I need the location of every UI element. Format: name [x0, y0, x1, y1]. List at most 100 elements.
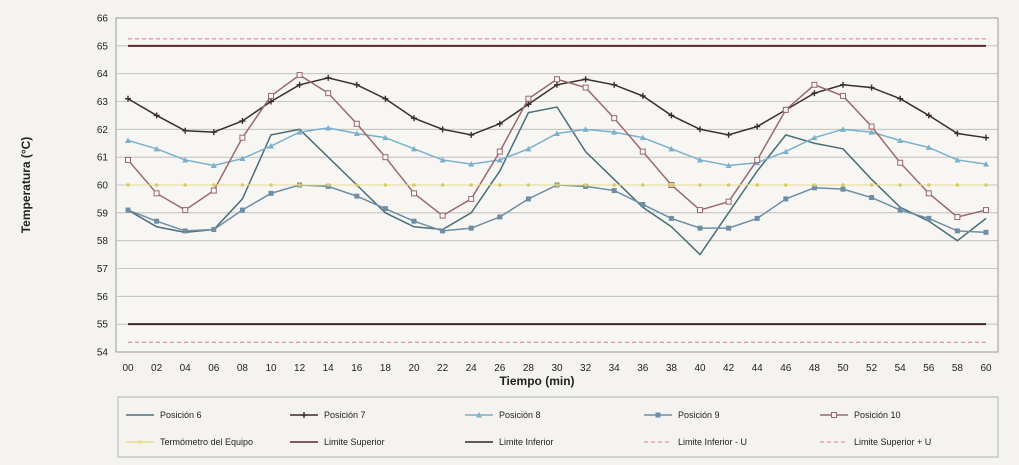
data-point	[526, 183, 531, 187]
x-tick-label: 42	[723, 363, 735, 374]
data-point	[812, 183, 817, 187]
data-point	[154, 183, 159, 187]
data-point	[697, 156, 703, 163]
data-point	[154, 218, 160, 224]
series-layer	[125, 38, 989, 343]
data-point	[468, 195, 475, 202]
legend-label: Posición 10	[854, 410, 901, 420]
legend-item: Posición 7	[290, 410, 366, 420]
data-point	[582, 84, 589, 91]
x-tick-label: 36	[637, 363, 649, 374]
data-point	[641, 183, 645, 187]
data-point	[268, 143, 274, 149]
legend-label: Posición 6	[160, 410, 202, 420]
legend-item: Posición 6	[126, 410, 202, 420]
y-tick-labels: 54 55 56 57 58 59 60 61 62 63 64 65 66	[97, 14, 109, 359]
data-point	[639, 134, 646, 141]
x-tick-label: 50	[837, 363, 849, 374]
data-point	[811, 185, 817, 191]
data-point	[354, 193, 360, 199]
x-tick-label: 16	[351, 363, 363, 374]
data-point	[496, 148, 503, 155]
legend-item: Limite Superior	[290, 437, 385, 447]
y-tick-label: 57	[97, 264, 109, 275]
y-tick-label: 62	[97, 125, 109, 136]
data-point	[296, 72, 303, 79]
data-point	[268, 92, 274, 99]
legend-label: Limite Inferior - U	[678, 437, 747, 447]
data-point	[439, 212, 446, 219]
data-point	[210, 162, 217, 169]
x-tick-label: 30	[551, 363, 563, 374]
data-point	[668, 145, 675, 152]
data-point	[125, 207, 131, 213]
data-point	[639, 148, 646, 155]
series-line	[127, 106, 987, 256]
legend-item: Posición 9	[644, 410, 720, 420]
data-point	[868, 129, 875, 135]
data-point	[239, 155, 246, 162]
data-point	[868, 123, 875, 130]
x-tick-label: 18	[380, 363, 392, 374]
x-tick-label: 24	[466, 363, 478, 374]
data-point	[325, 90, 332, 97]
y-tick-label: 54	[97, 348, 109, 359]
x-tick-label: 38	[666, 363, 678, 374]
data-point	[782, 148, 789, 155]
data-point	[126, 183, 130, 187]
data-point	[296, 129, 303, 135]
data-point	[925, 144, 932, 150]
data-point	[153, 145, 160, 152]
x-tick-label: 44	[752, 363, 764, 374]
data-point	[212, 183, 216, 187]
x-tick-label: 02	[151, 363, 163, 374]
legend-marker	[476, 412, 482, 418]
legend-item: Termómetro del Equipo	[126, 437, 253, 447]
series-posici-n-10	[125, 72, 989, 221]
data-point	[240, 183, 245, 187]
data-point	[582, 126, 589, 132]
data-point	[611, 115, 618, 122]
data-point	[353, 120, 360, 127]
data-point	[182, 207, 189, 214]
data-point	[954, 156, 961, 163]
y-tick-label: 64	[97, 69, 109, 80]
data-point	[411, 145, 417, 152]
data-point	[383, 183, 388, 187]
x-tick-label: 32	[580, 363, 592, 374]
legend-item: Limite Superior + U	[820, 437, 931, 447]
y-tick-label: 58	[97, 236, 109, 247]
x-tick-label: 20	[408, 363, 420, 374]
data-point	[382, 134, 389, 141]
y-tick-label: 61	[97, 153, 109, 164]
data-point	[898, 183, 902, 187]
data-point	[525, 196, 531, 202]
data-point	[355, 183, 359, 187]
data-point	[755, 183, 759, 187]
data-point	[841, 183, 845, 187]
x-tick-label: 48	[809, 363, 821, 374]
data-point	[840, 126, 846, 132]
x-axis-title: Tiempo (min)	[499, 374, 574, 388]
data-point	[382, 206, 388, 212]
legend-item: Limite Inferior - U	[644, 437, 747, 447]
data-point	[554, 76, 560, 83]
legend-item: Posición 10	[820, 410, 901, 420]
data-point	[468, 161, 475, 167]
data-point	[268, 190, 274, 196]
x-tick-label: 52	[866, 363, 878, 374]
data-point	[440, 183, 445, 187]
data-point	[353, 130, 360, 137]
legend-label: Limite Superior + U	[854, 437, 931, 447]
x-tick-labels: 00 02 04 06 08 10 12 14 16 18 20 22 24 26 28 30 32 34 36 38…	[122, 363, 992, 374]
data-point	[782, 106, 789, 113]
data-point	[325, 124, 332, 131]
data-point	[811, 81, 818, 88]
x-tick-label: 06	[208, 363, 220, 374]
y-tick-label: 65	[97, 41, 109, 52]
series-term-metro-del-equipo	[126, 183, 988, 187]
x-tick-label: 12	[294, 363, 306, 374]
legend-label: Limite Superior	[324, 437, 385, 447]
